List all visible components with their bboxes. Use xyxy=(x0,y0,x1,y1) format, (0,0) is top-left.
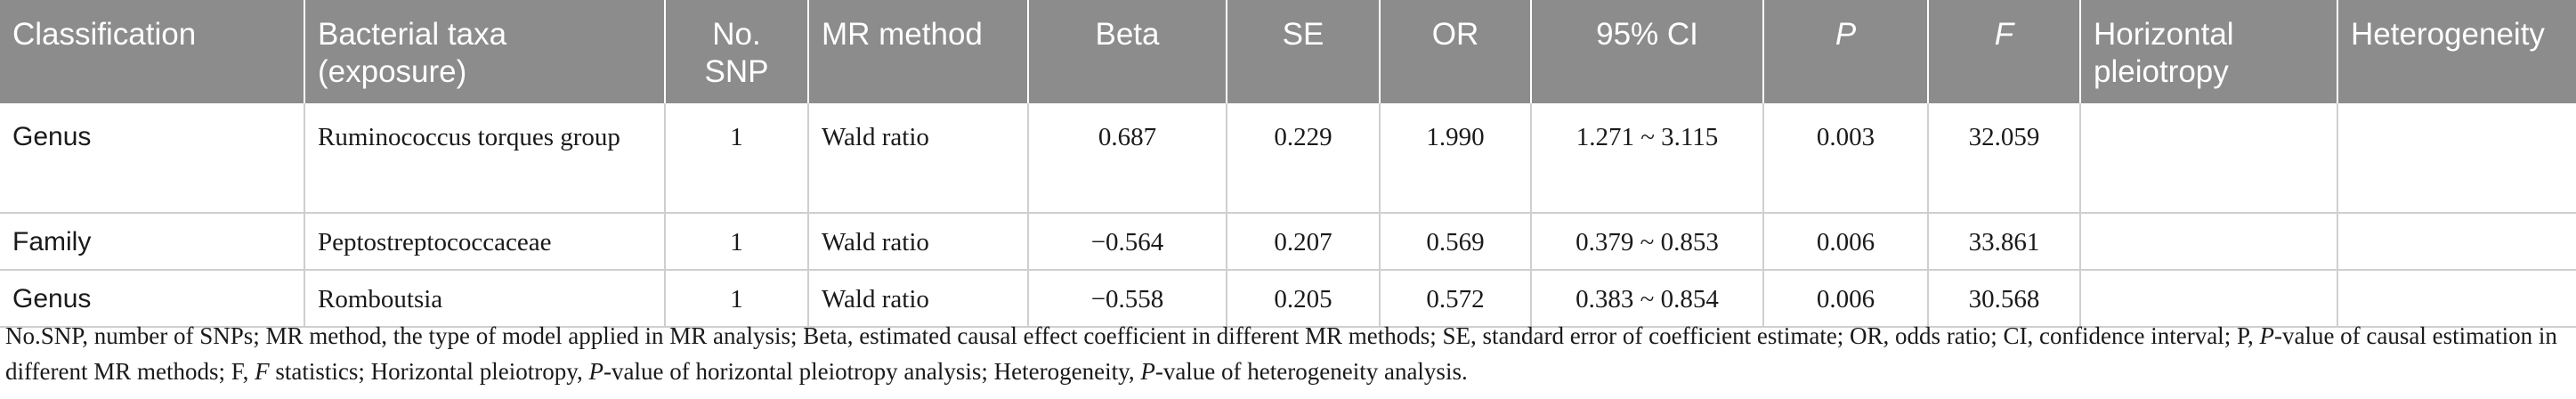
table-footnote: No.SNP, number of SNPs; MR method, the t… xyxy=(5,318,2569,389)
footnote-italic-p-3: P xyxy=(1140,358,1155,385)
cell-taxa: Peptostreptococcaceae xyxy=(304,213,666,271)
cell-heterogeneity xyxy=(2337,213,2576,271)
cell-horizontal-pleiotropy xyxy=(2080,103,2338,214)
cell-or: 0.569 xyxy=(1380,213,1532,271)
header-row: Classification Bacterial taxa (exposure)… xyxy=(0,0,2576,103)
cell-classification: Genus xyxy=(0,103,305,214)
col-header-beta: Beta xyxy=(1028,0,1227,103)
cell-se: 0.207 xyxy=(1227,213,1381,271)
results-table: Classification Bacterial taxa (exposure)… xyxy=(0,0,2576,328)
cell-mr-method: Wald ratio xyxy=(808,213,1029,271)
cell-classification: Family xyxy=(0,213,305,271)
col-header-classification: Classification xyxy=(0,0,305,103)
col-header-se: SE xyxy=(1227,0,1381,103)
cell-or: 0.572 xyxy=(1380,270,1532,328)
cell-classification: Genus xyxy=(0,270,305,328)
table-container: Classification Bacterial taxa (exposure)… xyxy=(0,0,2576,328)
cell-se: 0.229 xyxy=(1227,103,1381,214)
footnote-italic-p-1: P xyxy=(2259,322,2274,349)
footnote-part-1: No.SNP, number of SNPs; MR method, the t… xyxy=(5,322,2260,349)
cell-mr-method: Wald ratio xyxy=(808,270,1029,328)
cell-p: 0.006 xyxy=(1763,213,1929,271)
footnote-part-3: statistics; Horizontal pleiotropy, xyxy=(269,358,589,385)
cell-p: 0.006 xyxy=(1763,270,1929,328)
cell-beta: −0.564 xyxy=(1028,213,1227,271)
col-header-95ci: 95% CI xyxy=(1531,0,1764,103)
cell-beta: 0.687 xyxy=(1028,103,1227,214)
col-header-p: P xyxy=(1763,0,1929,103)
col-header-no-snp: No. SNP xyxy=(665,0,809,103)
cell-horizontal-pleiotropy xyxy=(2080,213,2338,271)
cell-p: 0.003 xyxy=(1763,103,1929,214)
cell-taxa: Ruminococcus torques group xyxy=(304,103,666,214)
cell-horizontal-pleiotropy xyxy=(2080,270,2338,328)
cell-heterogeneity xyxy=(2337,270,2576,328)
col-header-bacterial-taxa: Bacterial taxa (exposure) xyxy=(304,0,666,103)
cell-no-snp: 1 xyxy=(665,270,809,328)
table-row: Family Peptostreptococcaceae 1 Wald rati… xyxy=(0,213,2576,271)
col-header-mr-method: MR method xyxy=(808,0,1029,103)
cell-f: 32.059 xyxy=(1928,103,2081,214)
cell-beta: −0.558 xyxy=(1028,270,1227,328)
table-row: Genus Ruminococcus torques group 1 Wald … xyxy=(0,103,2576,214)
col-header-heterogeneity: Heterogeneity xyxy=(2337,0,2576,103)
col-header-f: F xyxy=(1928,0,2081,103)
footnote-italic-f: F xyxy=(255,358,270,385)
table-row: Genus Romboutsia 1 Wald ratio −0.558 0.2… xyxy=(0,270,2576,328)
cell-ci: 0.379 ~ 0.853 xyxy=(1531,213,1764,271)
col-header-or: OR xyxy=(1380,0,1532,103)
col-header-horizontal-pleiotropy: Horizontal pleiotropy xyxy=(2080,0,2338,103)
cell-se: 0.205 xyxy=(1227,270,1381,328)
cell-ci: 1.271 ~ 3.115 xyxy=(1531,103,1764,214)
footnote-part-2: -value of causal estimation in different… xyxy=(5,322,2557,385)
footnote-part-5: -value of heterogeneity analysis. xyxy=(1154,358,1468,385)
cell-ci: 0.383 ~ 0.854 xyxy=(1531,270,1764,328)
cell-f: 33.861 xyxy=(1928,213,2081,271)
cell-taxa: Romboutsia xyxy=(304,270,666,328)
cell-f: 30.568 xyxy=(1928,270,2081,328)
footnote-part-4: -value of horizontal pleiotropy analysis… xyxy=(603,358,1141,385)
cell-no-snp: 1 xyxy=(665,213,809,271)
cell-heterogeneity xyxy=(2337,103,2576,214)
cell-or: 1.990 xyxy=(1380,103,1532,214)
cell-mr-method: Wald ratio xyxy=(808,103,1029,214)
footnote-italic-p-2: P xyxy=(588,358,604,385)
cell-no-snp: 1 xyxy=(665,103,809,214)
